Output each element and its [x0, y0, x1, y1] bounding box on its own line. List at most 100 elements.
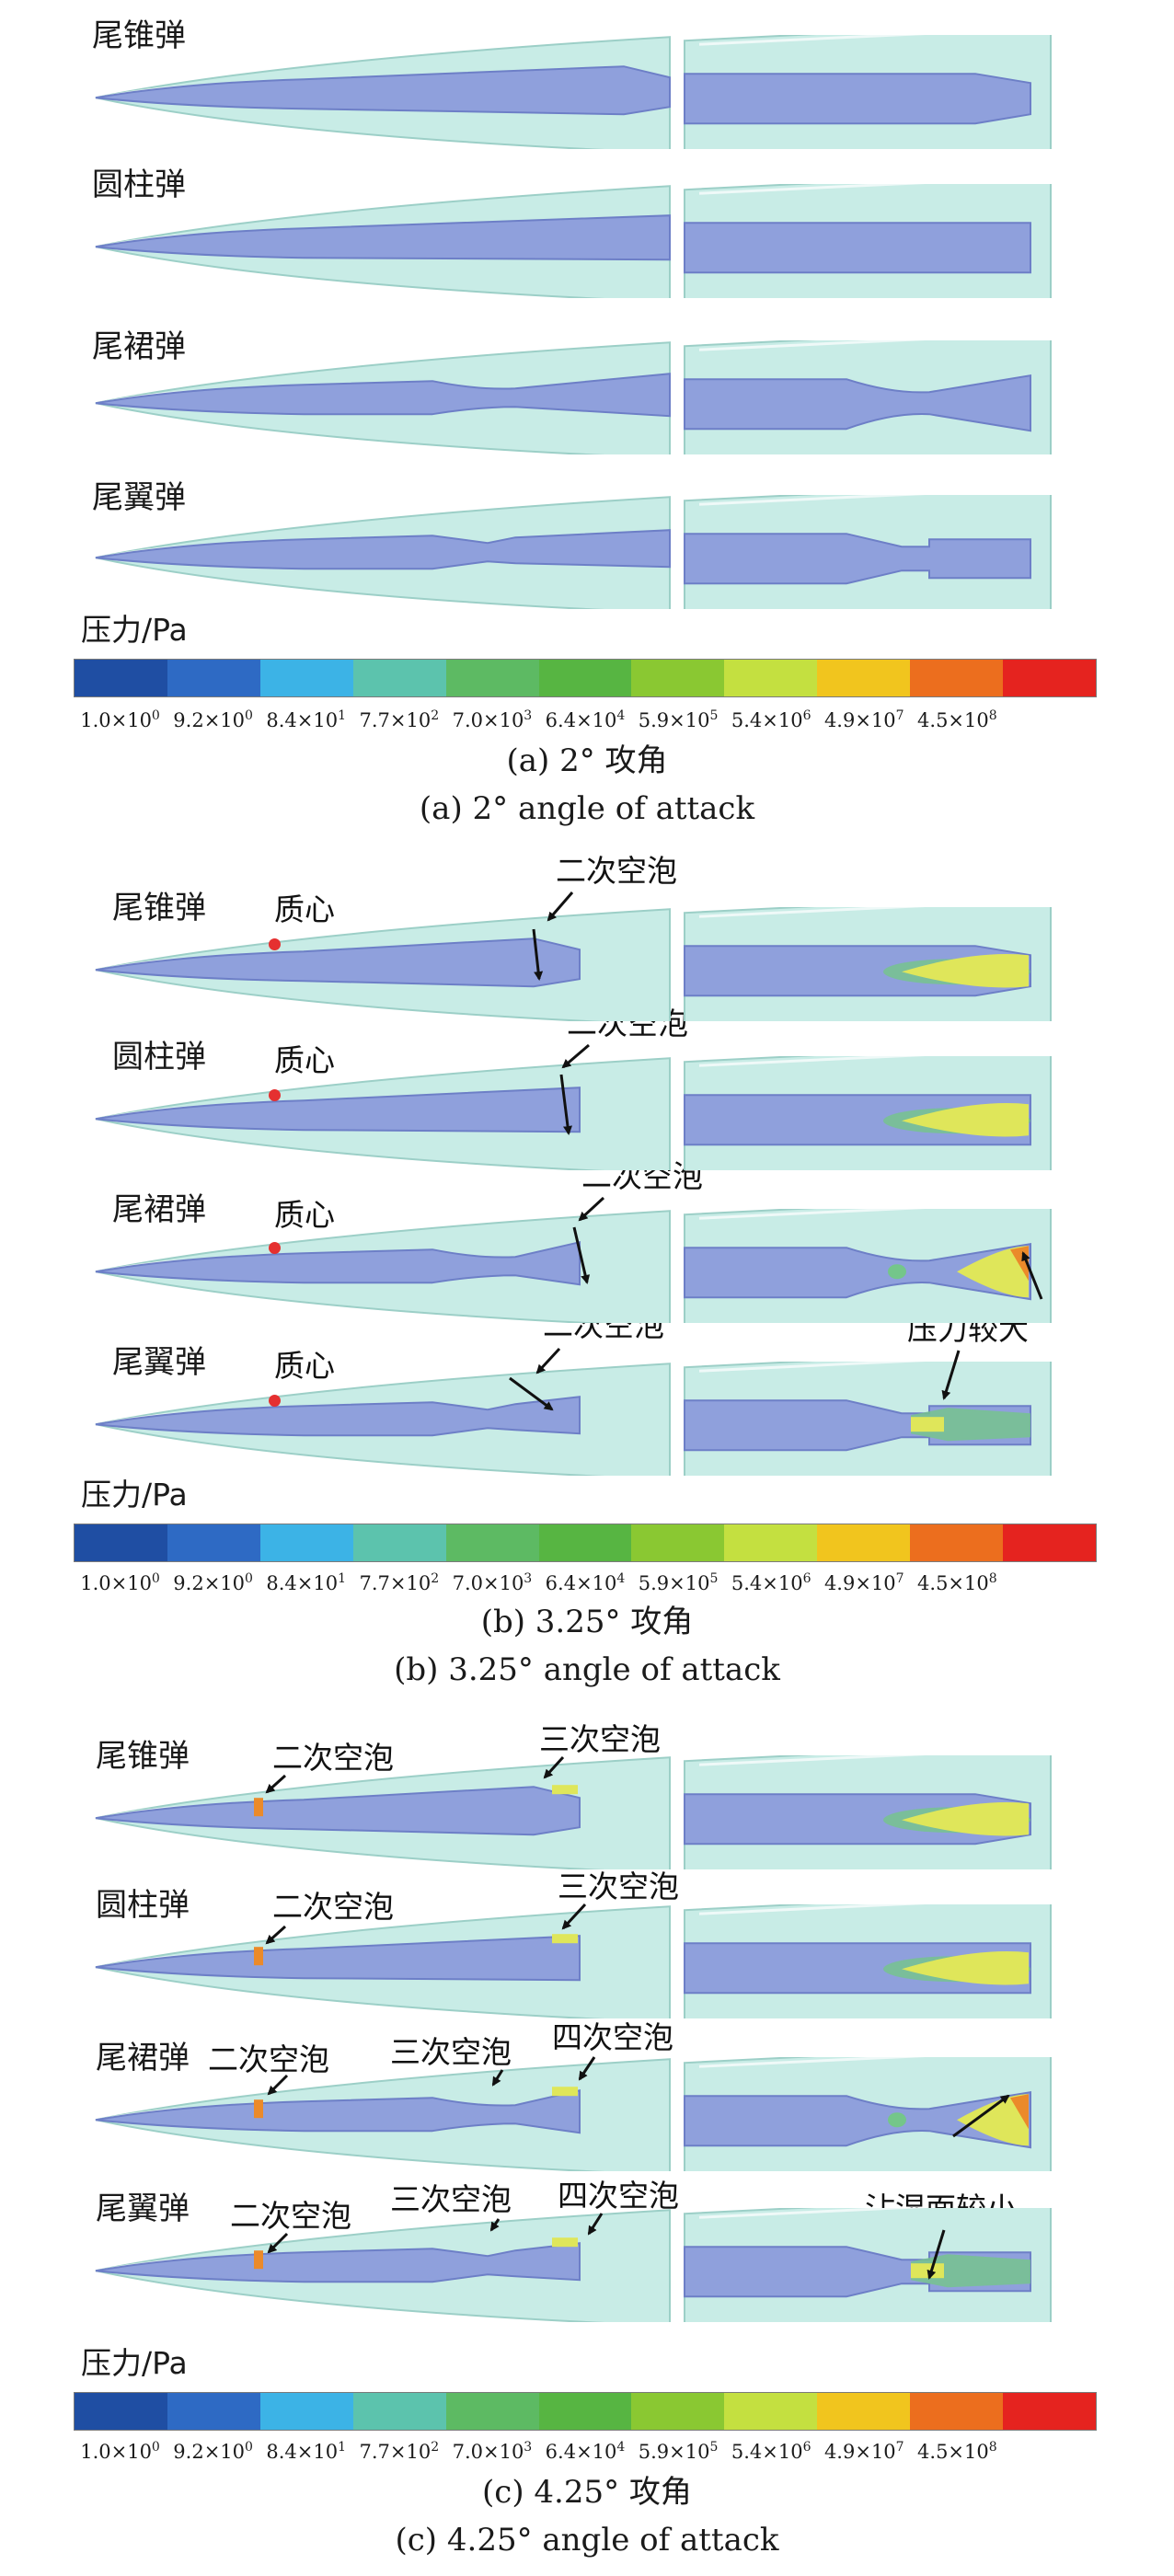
- projectile-row-a2: [0, 184, 1174, 298]
- tertiary-cavity-label: 三次空泡: [539, 1721, 661, 1757]
- legend-title-a: 压力/Pa: [81, 612, 188, 648]
- colorbar-tick-label: 4.5×108: [917, 708, 997, 731]
- colorbar-swatch: [631, 660, 725, 696]
- side-view: [95, 1210, 671, 1323]
- secondary-cavity-mark: [254, 1947, 263, 1966]
- mass-center-label: 质心: [274, 1042, 335, 1078]
- colorbar-tick-label: 5.9×105: [638, 708, 719, 731]
- aft-view: [684, 1755, 1052, 1869]
- row-label-tail-cone: 尾锥弹: [112, 890, 206, 926]
- colorbar-tick-label: 5.4×106: [731, 2440, 811, 2463]
- row-label-cylinder: 圆柱弹: [92, 167, 186, 203]
- colorbar-swatch: [1003, 660, 1096, 696]
- colorbar-swatch: [538, 660, 632, 696]
- projectile-row-b4: [0, 1362, 1174, 1476]
- quaternary-cavity-label: 四次空泡: [558, 2178, 679, 2214]
- row-label-tail-skirt: 尾裙弹: [96, 2040, 190, 2076]
- tertiary-cavity-mark: [552, 2237, 578, 2248]
- colorbar-swatch: [724, 660, 818, 696]
- secondary-cavity-mark: [254, 1798, 263, 1817]
- side-view: [95, 908, 671, 1021]
- tertiary-cavity-label: 三次空泡: [390, 2181, 512, 2217]
- colorbar-tick-label: 1.0×100: [80, 2440, 160, 2463]
- side-view: [95, 2209, 671, 2322]
- colorbar-b: [74, 1524, 1097, 1562]
- cavity: [95, 1786, 581, 1836]
- secondary-cavity-label: 二次空泡: [230, 2198, 351, 2234]
- mass-center-label: 质心: [274, 1197, 335, 1233]
- colorbar-swatch: [352, 2393, 446, 2430]
- cavity: [95, 1087, 581, 1133]
- row-label-cylinder: 圆柱弹: [96, 1887, 190, 1924]
- colorbar-tick-label: 7.0×103: [452, 1571, 533, 1594]
- high-pressure-zone: [1010, 2094, 1029, 2130]
- aft-cavity: [684, 73, 1031, 125]
- colorbar-tick-label: 5.9×105: [638, 2440, 719, 2463]
- projectile-row-c1: [0, 1755, 1174, 1869]
- row-label-cylinder: 圆柱弹: [112, 1039, 206, 1075]
- side-view: [95, 2058, 671, 2171]
- side-view: [95, 496, 671, 609]
- secondary-cavity-label: 二次空泡: [556, 853, 677, 889]
- mass-center-label: 质心: [274, 891, 335, 927]
- colorbar-tick-label: 7.7×102: [359, 1571, 440, 1594]
- colorbar-swatch: [1003, 2393, 1096, 2430]
- pressure-zone: [911, 2263, 944, 2279]
- colorbar-swatch: [910, 660, 1004, 696]
- side-view: [95, 1756, 671, 1869]
- colorbar-swatch: [75, 660, 167, 696]
- colorbar-swatch: [167, 660, 260, 696]
- colorbar-ticks-a: 1.0×100 9.2×100 8.4×101 7.7×102 7.0×103 6.4×1…: [74, 708, 1097, 736]
- caption-c-en: (c) 4.25° angle of attack: [395, 2522, 779, 2559]
- projectile-row-b1: [0, 907, 1174, 1021]
- colorbar-swatch: [538, 2393, 632, 2430]
- cavity: [95, 65, 671, 116]
- aft-view: [684, 340, 1052, 454]
- colorbar-tick-label: 6.4×104: [545, 708, 626, 731]
- projectile-row-c4: [0, 2208, 1174, 2322]
- row-label-tail-cone: 尾锥弹: [96, 1738, 190, 1775]
- secondary-cavity-mark: [254, 2250, 263, 2270]
- secondary-cavity-label: 二次空泡: [208, 2041, 329, 2077]
- pressure-zone: [911, 1408, 1030, 1442]
- mass-center-dot: [269, 1089, 281, 1101]
- row-label-tail-cone: 尾锥弹: [92, 17, 186, 54]
- projectile-row-a1: [0, 35, 1174, 149]
- colorbar-swatch: [910, 1524, 1004, 1561]
- pressure-zone: [888, 1264, 906, 1280]
- side-view: [95, 1057, 671, 1170]
- colorbar-swatch: [259, 2393, 353, 2430]
- caption-b-en: (b) 3.25° angle of attack: [394, 1651, 780, 1688]
- side-view: [95, 36, 671, 149]
- cavity: [95, 1935, 581, 1982]
- tertiary-cavity-label: 三次空泡: [558, 1869, 679, 1904]
- colorbar-swatch: [817, 2393, 911, 2430]
- aft-view: [684, 1209, 1052, 1323]
- colorbar-tick-label: 7.0×103: [452, 2440, 533, 2463]
- colorbar-tick-label: 9.2×100: [173, 1571, 253, 1594]
- projectile-row-a3: [0, 340, 1174, 454]
- colorbar-tick-label: 4.5×108: [917, 1571, 997, 1594]
- row-label-tail-fin: 尾翼弹: [112, 1344, 206, 1381]
- row-label-tail-fin: 尾翼弹: [96, 2191, 190, 2227]
- colorbar-ticks-c: 1.0×100 9.2×100 8.4×101 7.7×102 7.0×103 6.4×1…: [74, 2440, 1097, 2467]
- colorbar-tick-label: 4.9×107: [823, 708, 904, 731]
- cavity: [95, 529, 671, 570]
- colorbar-swatch: [631, 2393, 725, 2430]
- aft-cavity: [684, 374, 1031, 432]
- projectile-row-c3: [0, 2057, 1174, 2171]
- cavity: [95, 937, 581, 988]
- aft-view: [684, 184, 1052, 298]
- colorbar-swatch: [817, 660, 911, 696]
- mass-center-dot: [269, 1242, 281, 1254]
- colorbar-a: [74, 659, 1097, 697]
- colorbar-tick-label: 1.0×100: [80, 708, 160, 731]
- colorbar-swatch: [910, 2393, 1004, 2430]
- aft-cavity: [684, 533, 1031, 585]
- colorbar-tick-label: 5.4×106: [731, 708, 811, 731]
- colorbar-tick-label: 7.7×102: [359, 708, 440, 731]
- colorbar-tick-label: 7.7×102: [359, 2440, 440, 2463]
- colorbar-swatch: [445, 660, 539, 696]
- colorbar-tick-label: 9.2×100: [173, 708, 253, 731]
- colorbar-swatch: [352, 1524, 446, 1561]
